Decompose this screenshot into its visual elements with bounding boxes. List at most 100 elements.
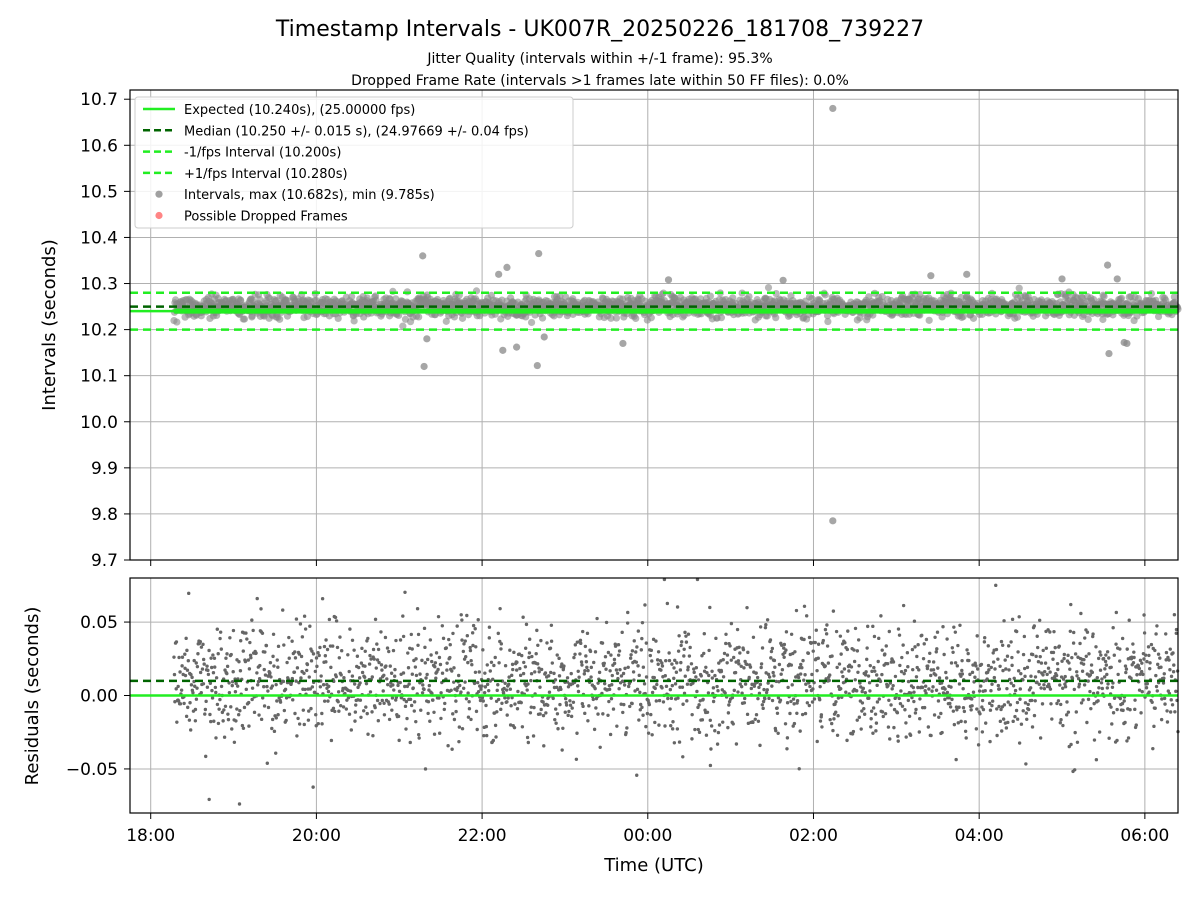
residual-point — [272, 664, 276, 668]
residual-point — [1056, 667, 1060, 672]
residual-point — [526, 682, 530, 686]
interval-point — [527, 318, 536, 327]
y-tick-label: 10.5 — [80, 182, 118, 202]
interval-point — [348, 292, 356, 301]
residual-point — [549, 623, 554, 627]
residual-point — [984, 721, 988, 725]
residual-point — [1013, 688, 1018, 693]
residual-point — [630, 701, 634, 706]
residual-point — [626, 665, 630, 669]
residual-point — [738, 682, 742, 686]
residual-point — [308, 687, 312, 691]
residual-point — [1147, 690, 1151, 694]
interval-point — [240, 315, 249, 323]
residual-point — [451, 712, 455, 716]
residual-point — [900, 655, 904, 660]
interval-point — [772, 314, 780, 322]
residual-point — [441, 636, 446, 641]
interval-outlier-point — [419, 252, 427, 260]
residual-point — [972, 680, 976, 684]
residual-point — [906, 665, 910, 669]
residual-point — [736, 690, 740, 694]
residual-point — [218, 630, 223, 634]
residual-point — [849, 665, 854, 669]
residual-point — [807, 635, 812, 640]
residual-point — [264, 643, 269, 648]
residual-point — [313, 669, 318, 674]
residual-point — [208, 712, 212, 717]
residual-point — [1040, 702, 1045, 706]
interval-outlier-point — [779, 276, 787, 284]
residual-point — [995, 707, 999, 711]
residual-point — [701, 697, 705, 702]
residual-point — [953, 661, 958, 665]
residual-point — [358, 681, 362, 685]
residual-point — [199, 645, 204, 649]
residual-point — [1145, 682, 1149, 686]
residual-point — [549, 639, 554, 643]
residual-point — [531, 734, 536, 738]
residual-point — [1000, 729, 1004, 733]
residual-point — [1159, 717, 1164, 722]
residual-point — [1001, 717, 1006, 721]
residual-point — [1055, 661, 1060, 666]
residual-point — [495, 710, 499, 714]
residual-point — [206, 672, 211, 677]
residual-point — [1061, 677, 1066, 681]
residual-point — [423, 645, 427, 650]
residual-point — [951, 709, 956, 713]
residual-point — [730, 695, 735, 700]
residual-point — [389, 671, 394, 675]
residual-point — [250, 686, 255, 690]
residual-point — [265, 761, 270, 765]
residual-point — [1138, 672, 1142, 676]
residual-point — [230, 727, 234, 731]
residual-point — [888, 737, 892, 741]
residual-point — [869, 725, 873, 729]
residual-point — [1010, 663, 1014, 668]
residual-point — [715, 684, 719, 689]
residual-point — [588, 649, 593, 654]
residual-point — [539, 707, 543, 712]
residual-point — [516, 689, 520, 694]
residual-point — [709, 747, 713, 751]
residual-point — [963, 729, 968, 733]
residual-point — [936, 666, 940, 670]
residual-point — [802, 678, 806, 682]
residual-point — [437, 731, 442, 735]
residual-point — [214, 690, 218, 695]
residual-point — [248, 640, 252, 645]
residual-point — [948, 701, 952, 706]
residual-point — [956, 721, 960, 725]
residual-point — [371, 647, 376, 652]
interval-point — [1100, 292, 1108, 300]
residual-point — [1172, 613, 1177, 617]
residual-point — [500, 701, 504, 705]
residual-point — [469, 659, 473, 663]
residual-point — [217, 707, 221, 711]
residual-point — [740, 691, 744, 695]
residual-point — [659, 668, 663, 672]
residual-point — [235, 707, 239, 711]
x-axis-label: Time (UTC) — [603, 855, 704, 876]
residual-point — [976, 743, 981, 747]
residual-point — [504, 688, 509, 692]
residual-point — [991, 660, 996, 664]
residual-point — [973, 675, 977, 679]
residual-point — [367, 662, 372, 666]
residual-point — [927, 687, 931, 691]
residual-point — [710, 676, 715, 680]
residual-point — [805, 701, 810, 705]
residual-point — [881, 714, 885, 719]
residual-point — [183, 673, 188, 678]
residual-point — [641, 713, 645, 717]
residual-point — [1048, 670, 1052, 674]
residual-point — [947, 696, 951, 700]
residual-point — [950, 697, 954, 702]
residual-point — [507, 675, 511, 679]
residual-point — [868, 663, 872, 668]
residual-point — [811, 687, 815, 691]
residual-point — [174, 640, 179, 644]
residual-point — [918, 716, 922, 721]
residual-point — [622, 702, 626, 707]
